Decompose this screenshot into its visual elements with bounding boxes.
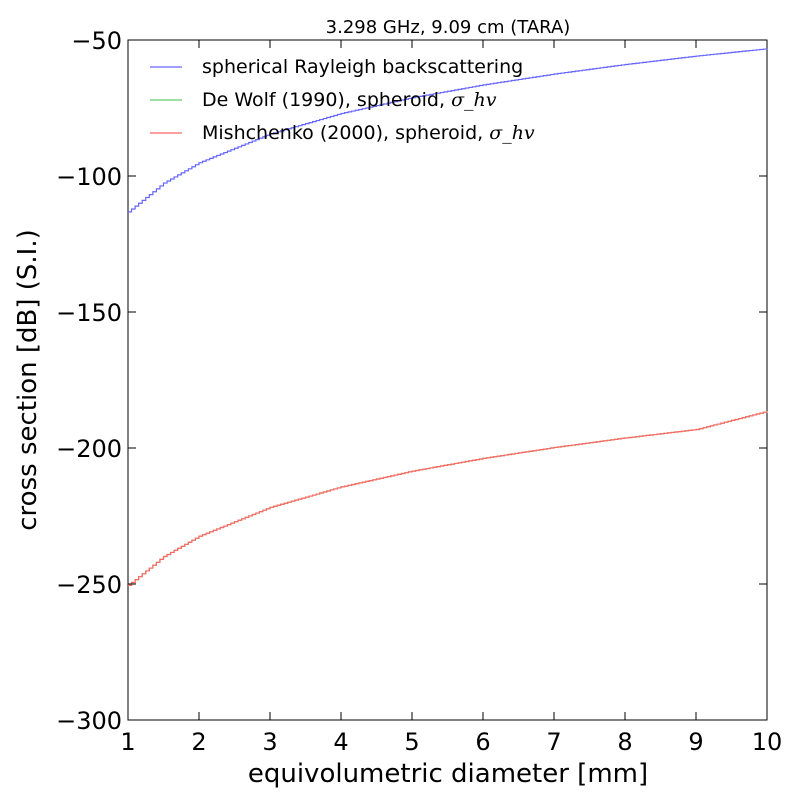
series-layer bbox=[128, 48, 768, 586]
y-tick-label: −50 bbox=[71, 27, 122, 55]
x-tick-label: 7 bbox=[546, 728, 561, 756]
y-axis-label: cross section [dB] (S.I.) bbox=[13, 229, 43, 530]
x-tick-label: 10 bbox=[752, 728, 783, 756]
legend-entry-0: spherical Rayleigh backscattering bbox=[202, 56, 523, 78]
y-tick-label: −200 bbox=[56, 435, 122, 463]
y-tick-label: −300 bbox=[56, 707, 122, 735]
x-tick-label: 4 bbox=[333, 728, 348, 756]
x-axis-label: equivolumetric diameter [mm] bbox=[248, 759, 648, 789]
plot-frame bbox=[127, 39, 768, 721]
x-tick-label: 2 bbox=[191, 728, 206, 756]
legend-label: spherical Rayleigh backscattering bbox=[202, 56, 523, 78]
legend-symbol: σ_hv bbox=[451, 89, 497, 111]
x-tick-label: 6 bbox=[475, 728, 490, 756]
x-tick-label: 9 bbox=[688, 728, 703, 756]
series-line-2 bbox=[128, 411, 768, 586]
legend: spherical Rayleigh backscattering De Wolf… bbox=[150, 56, 535, 144]
legend-label: De Wolf (1990), spheroid, bbox=[202, 89, 451, 111]
legend-label: Mishchenko (2000), spheroid, bbox=[202, 122, 489, 144]
y-tick-label: −100 bbox=[56, 163, 122, 191]
series-line-0 bbox=[128, 48, 768, 213]
y-tick-label: −150 bbox=[56, 299, 122, 327]
plot-area bbox=[127, 39, 768, 721]
chart-title: 3.298 GHz, 9.09 cm (TARA) bbox=[326, 17, 571, 38]
x-tick-label: 3 bbox=[262, 728, 277, 756]
legend-entry-2: Mishchenko (2000), spheroid, σ_hv bbox=[202, 122, 535, 144]
legend-symbol: σ_hv bbox=[489, 122, 535, 144]
ticks-layer: 1 2 3 4 5 6 7 8 9 10 −300 −250 −200 −150 −100 −50 bbox=[56, 27, 782, 756]
x-tick-label: 8 bbox=[617, 728, 632, 756]
y-tick-label: −250 bbox=[56, 571, 122, 599]
x-tick-label: 5 bbox=[404, 728, 419, 756]
legend-entry-1: De Wolf (1990), spheroid, σ_hv bbox=[202, 89, 497, 111]
x-tick-label: 1 bbox=[120, 728, 135, 756]
